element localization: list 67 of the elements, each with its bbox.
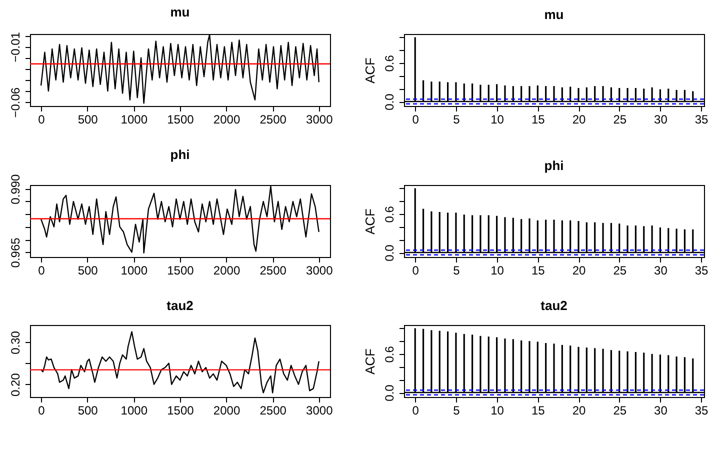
x-tick-label: 25 [613, 404, 627, 418]
y-tick-label: 0.6 [382, 206, 396, 223]
x-tick-label: 2000 [213, 112, 240, 126]
x-tick-label: 0 [38, 112, 46, 126]
x-tick-label: 2000 [213, 264, 240, 278]
y-tick-label: 0.0 [382, 244, 396, 262]
chart-title: phi [544, 158, 564, 173]
x-tick-label: 15 [531, 264, 546, 278]
x-tick-label: 30 [654, 264, 668, 278]
y-axis-title: ACF [362, 57, 378, 84]
x-tick-label: 20 [572, 404, 586, 418]
x-tick-label: 500 [78, 112, 98, 126]
x-tick-label: 1500 [167, 112, 194, 126]
chart-title: mu [170, 4, 190, 20]
x-tick-label: 35 [694, 264, 709, 278]
chart-title: tau2 [540, 298, 568, 313]
x-tick-label: 5 [453, 112, 460, 126]
x-tick-label: 1500 [167, 264, 194, 278]
x-tick-label: 0 [38, 264, 46, 278]
y-tick-label: −0.06 [8, 87, 22, 118]
x-tick-label: 2500 [260, 264, 287, 278]
y-tick-label: −0.01 [8, 32, 22, 62]
y-tick-label: 0.6 [382, 54, 396, 72]
x-tick-label: 25 [613, 112, 627, 126]
y-axis-title: ACF [362, 348, 378, 374]
x-tick-label: 0 [412, 112, 420, 126]
chart-title: mu [544, 7, 564, 22]
x-tick-label: 5 [453, 404, 460, 418]
x-tick-label: 2500 [260, 404, 287, 418]
x-tick-label: 1000 [120, 264, 148, 278]
x-tick-label: 0 [412, 264, 420, 278]
y-axis-title: ACF [362, 208, 378, 234]
y-tick-label: 0.20 [8, 372, 22, 397]
x-tick-label: 3000 [306, 264, 334, 278]
x-tick-label: 10 [490, 112, 504, 126]
x-tick-label: 25 [613, 264, 627, 278]
x-tick-label: 5 [453, 264, 460, 278]
chart-title: tau2 [166, 298, 194, 313]
y-tick-label: 0.0 [382, 93, 396, 110]
x-tick-label: 2000 [213, 404, 240, 418]
x-tick-label: 500 [78, 264, 98, 278]
x-tick-label: 35 [694, 112, 709, 126]
x-tick-label: 20 [572, 264, 586, 278]
x-tick-label: 1000 [120, 112, 148, 126]
x-tick-label: 0 [38, 404, 46, 418]
y-tick-label: 0.990 [8, 174, 22, 204]
x-tick-label: 30 [654, 112, 668, 126]
x-tick-label: 35 [694, 404, 709, 418]
x-tick-label: 1500 [167, 404, 194, 418]
chart-title: phi [170, 146, 190, 162]
x-tick-label: 1000 [120, 404, 148, 418]
x-tick-label: 15 [531, 404, 546, 418]
x-tick-label: 30 [654, 404, 668, 418]
y-tick-label: 0.0 [382, 384, 396, 402]
y-tick-label: 0.6 [382, 346, 396, 363]
x-tick-label: 15 [531, 112, 546, 126]
x-tick-label: 10 [490, 404, 504, 418]
x-tick-label: 2500 [260, 112, 287, 126]
y-tick-label: 0.965 [8, 237, 22, 268]
line-series [40, 331, 320, 394]
y-tick-label: 0.30 [8, 330, 22, 354]
x-tick-label: 3000 [306, 112, 334, 126]
x-tick-label: 3000 [306, 404, 334, 418]
x-tick-label: 10 [490, 264, 504, 278]
x-tick-label: 20 [572, 112, 586, 126]
x-tick-label: 0 [412, 404, 420, 418]
x-tick-label: 500 [78, 404, 98, 418]
